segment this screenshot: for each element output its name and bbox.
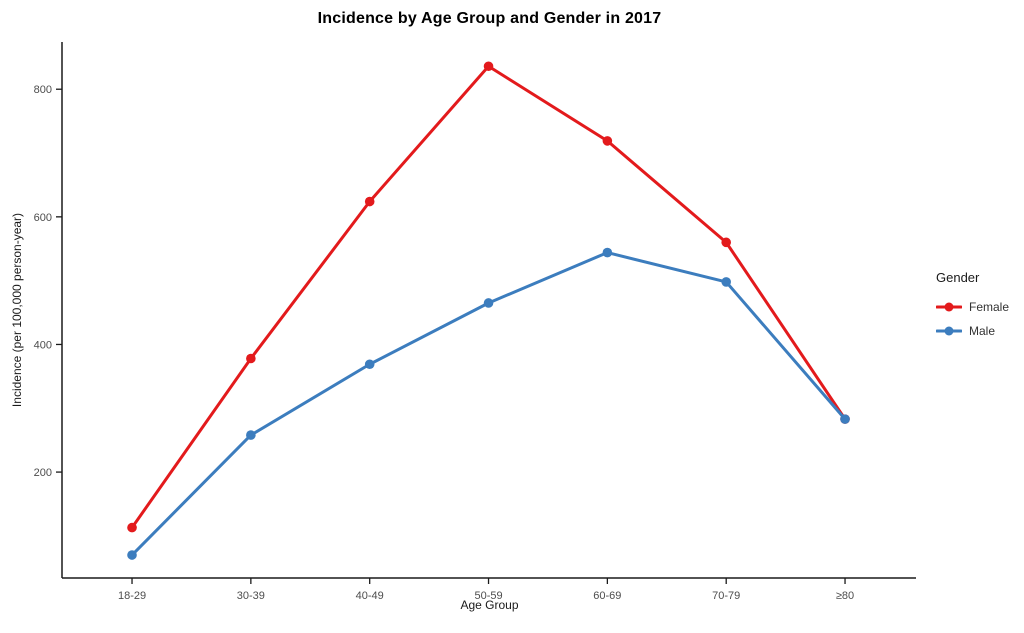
- data-point-male: [127, 550, 137, 560]
- x-tick-label: 50-59: [474, 590, 502, 602]
- series-line-male: [130, 251, 847, 557]
- data-point-male: [840, 414, 850, 424]
- legend-item-female: Female: [936, 295, 1009, 319]
- data-point-female: [246, 353, 256, 364]
- data-point-female: [483, 61, 494, 72]
- x-tick-label: 18-29: [118, 590, 146, 602]
- legend-key-female-icon: [936, 302, 962, 312]
- chart-title: Incidence by Age Group and Gender in 201…: [317, 10, 662, 27]
- y-tick-label: 800: [34, 84, 52, 96]
- legend-key-male-icon: [936, 326, 962, 336]
- y-tick-label: 600: [34, 212, 52, 224]
- legend: Gender Female Male: [936, 270, 1009, 343]
- y-tick-label: 400: [34, 339, 52, 351]
- data-point-male: [721, 277, 731, 287]
- data-point-male: [483, 298, 494, 308]
- data-point-male: [246, 430, 256, 440]
- legend-title: Gender: [936, 270, 980, 285]
- data-point-male: [602, 247, 613, 258]
- x-axis-label: Age Group: [460, 598, 519, 612]
- data-point-female: [127, 522, 137, 533]
- y-tick-label: 200: [34, 467, 52, 479]
- x-tick-label: ≥80: [836, 590, 854, 602]
- x-tick-label: 60-69: [593, 590, 621, 602]
- legend-item-male: Male: [936, 319, 1009, 343]
- legend-label-male: Male: [969, 324, 996, 338]
- x-tick-label: 70-79: [712, 590, 740, 602]
- y-axis-label: Incidence (per 100,000 person-year): [10, 212, 24, 408]
- x-tick-label: 30-39: [237, 590, 265, 602]
- data-point-female: [602, 136, 613, 146]
- x-tick-label: 40-49: [356, 590, 384, 602]
- data-point-female: [721, 237, 731, 248]
- y-axis-label-wrap: Incidence (per 100,000 person-year): [0, 42, 34, 578]
- data-point-male: [364, 359, 375, 370]
- data-point-female: [364, 196, 375, 207]
- legend-label-female: Female: [969, 300, 1010, 314]
